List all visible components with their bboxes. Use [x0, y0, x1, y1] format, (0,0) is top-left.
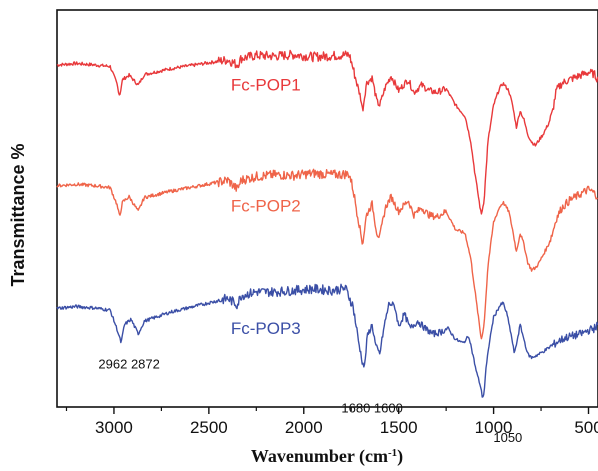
peak-annotation-0: 2962 2872 [98, 357, 159, 372]
series-line-fc-pop1 [56, 49, 598, 215]
x-axis-title-close: ) [397, 446, 403, 467]
x-axis-ticks: 3000 2500 2000 1500 1000 500 [65, 407, 598, 437]
x-tick-label-3000: 3000 [95, 418, 133, 437]
x-tick-label-500: 500 [574, 418, 598, 437]
x-axis-title-sup: -1 [388, 447, 397, 459]
x-axis-title-text: Wavenumber (cm [251, 446, 388, 467]
x-tick-label-1000: 1000 [475, 418, 513, 437]
y-axis-title: Transmittance % [8, 143, 28, 286]
plot-frame [56, 9, 598, 408]
x-tick-label-2500: 2500 [190, 418, 228, 437]
series-line-fc-pop3 [56, 283, 598, 398]
x-tick-label-2000: 2000 [285, 418, 323, 437]
series-label-fc-pop1: Fc-POP1 [231, 76, 301, 95]
series-line-fc-pop2 [56, 168, 598, 340]
label-layer: Fc-POP1 Fc-POP2 Fc-POP3 2962 2872 1680 1600 1… [98, 76, 522, 445]
peak-annotation-1: 1680 1600 [341, 401, 402, 416]
peak-annotation-2: 1050 [493, 430, 522, 445]
series-label-fc-pop3: Fc-POP3 [231, 319, 301, 338]
series-layer [56, 49, 598, 398]
x-tick-label-1500: 1500 [380, 418, 418, 437]
series-label-fc-pop2: Fc-POP2 [231, 196, 301, 215]
x-axis-title: Wavenumber (cm-1) [251, 446, 403, 467]
